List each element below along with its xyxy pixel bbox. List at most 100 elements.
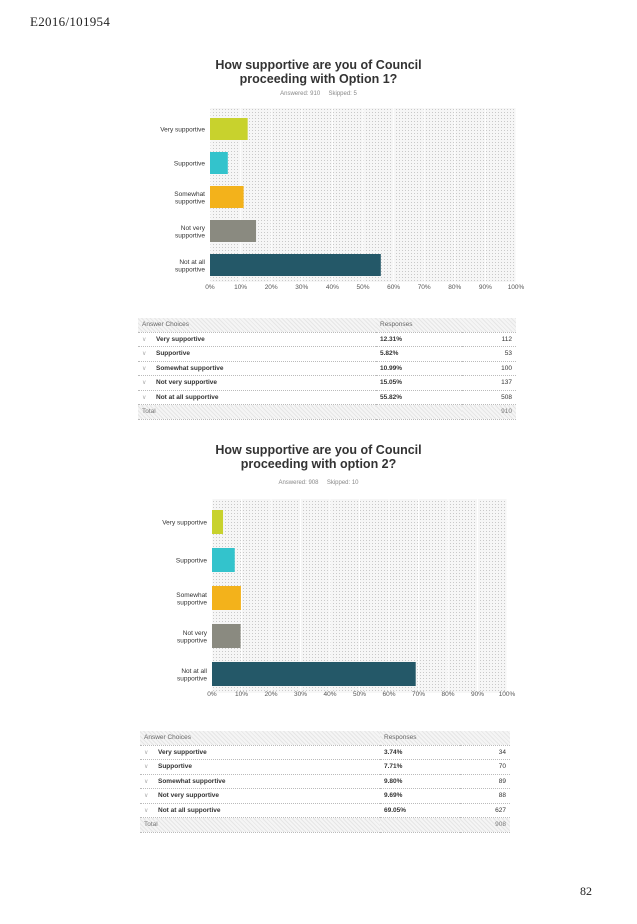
x-tick-label: 100%	[499, 691, 516, 698]
x-tick-label: 100%	[508, 284, 525, 291]
table-header-row: Answer Choices Responses	[138, 318, 516, 333]
document-reference: E2016/101954	[30, 14, 111, 29]
category-label: Not at all supportive	[177, 668, 208, 683]
table-row: ∨ Supportive 7.71% 70	[140, 759, 510, 775]
row-label: Not very supportive	[158, 792, 220, 800]
row-percent: 9.80%	[380, 774, 460, 789]
table-header-row: Answer Choices Responses	[140, 731, 510, 746]
x-tick-label: 80%	[441, 691, 454, 698]
row-label: Supportive	[158, 763, 192, 771]
question-1-title-line1: How supportive are you of Council	[215, 58, 422, 72]
x-tick-label: 20%	[265, 284, 278, 291]
table-row: ∨ Not at all supportive 69.05% 627	[140, 803, 510, 818]
row-count: 627	[459, 803, 510, 818]
col-responses: Responses	[380, 731, 510, 746]
bar	[210, 152, 228, 174]
chevron-down-icon[interactable]: ∨	[144, 764, 149, 771]
total-label: Total	[140, 817, 380, 833]
row-label: Not very supportive	[156, 379, 218, 387]
category-label: Not very supportive	[175, 225, 206, 240]
question-2-meta: Answered: 908 Skipped: 10	[0, 480, 637, 486]
row-percent: 12.31%	[376, 332, 462, 347]
x-tick-label: 60%	[387, 284, 400, 291]
bar	[212, 624, 241, 648]
chevron-down-icon[interactable]: ∨	[144, 778, 149, 785]
x-tick-label: 0%	[207, 691, 217, 698]
row-label: Somewhat supportive	[156, 364, 224, 372]
bar	[212, 510, 224, 534]
x-tick-label: 10%	[235, 691, 248, 698]
row-count: 112	[462, 332, 516, 347]
chevron-down-icon[interactable]: ∨	[142, 351, 147, 358]
category-label: Somewhat supportive	[174, 191, 205, 206]
category-label: Very supportive	[160, 127, 205, 134]
x-tick-label: 10%	[234, 284, 247, 291]
bar	[212, 548, 235, 572]
answered-count: Answered: 910	[280, 91, 321, 97]
responses-table-option-2: Answer Choices Responses ∨ Very supportiv…	[140, 731, 510, 833]
chevron-down-icon[interactable]: ∨	[144, 793, 149, 800]
table-row: ∨ Not very supportive 9.69% 88	[140, 788, 510, 804]
row-label: Somewhat supportive	[158, 777, 226, 785]
table-row: ∨ Somewhat supportive 9.80% 89	[140, 774, 510, 789]
row-count: 89	[459, 774, 510, 789]
table-row: ∨ Not very supportive 15.05% 137	[138, 375, 516, 391]
chevron-down-icon[interactable]: ∨	[142, 336, 147, 343]
bar-chart-option-1: 0% 10% 20% 30% 40% 50% 60% 70% 80% 90% 100% Very su…	[160, 108, 525, 291]
bar	[210, 220, 257, 242]
col-answer-choices: Answer Choices	[138, 318, 376, 333]
row-count: 53	[462, 346, 516, 362]
chevron-down-icon[interactable]: ∨	[142, 394, 147, 401]
category-label: Somewhat supportive	[176, 592, 207, 607]
bar	[212, 662, 416, 686]
x-tick-label: 30%	[294, 691, 307, 698]
row-count: 34	[459, 745, 510, 760]
category-label: Supportive	[174, 161, 205, 168]
total-value: 908	[459, 817, 510, 833]
responses-table-option-1: Answer Choices Responses ∨ Very supportiv…	[138, 318, 516, 420]
bar	[210, 118, 248, 140]
x-tick-label: 80%	[448, 284, 461, 291]
x-tick-label: 60%	[382, 691, 395, 698]
chevron-down-icon[interactable]: ∨	[144, 807, 149, 814]
row-label: Not at all supportive	[158, 806, 221, 814]
chevron-down-icon[interactable]: ∨	[142, 380, 147, 387]
x-tick-label: 50%	[353, 691, 366, 698]
row-percent: 9.69%	[380, 788, 460, 804]
x-tick-label: 90%	[479, 284, 492, 291]
row-percent: 69.05%	[380, 803, 460, 818]
row-label: Very supportive	[158, 748, 207, 756]
row-percent: 5.82%	[376, 346, 462, 362]
question-2-title-line2: proceeding with option 2?	[240, 457, 397, 471]
row-count: 88	[459, 788, 510, 804]
table-row: ∨ Not at all supportive 55.82% 508	[138, 390, 516, 405]
x-tick-label: 40%	[323, 691, 336, 698]
question-1-title-line2: proceeding with Option 1?	[239, 72, 398, 86]
chevron-down-icon[interactable]: ∨	[142, 365, 147, 372]
category-label: Not very supportive	[177, 630, 208, 645]
row-label: Not at all supportive	[156, 393, 219, 401]
row-count: 508	[462, 390, 516, 405]
skipped-count: Skipped: 10	[326, 480, 359, 486]
x-tick-label: 70%	[418, 284, 431, 291]
page-number: 82	[580, 884, 592, 898]
x-tick-label: 20%	[264, 691, 277, 698]
x-tick-label: 0%	[205, 284, 215, 291]
category-label: Very supportive	[162, 520, 207, 527]
x-tick-label: 70%	[412, 691, 425, 698]
bar	[212, 586, 241, 610]
row-label: Very supportive	[156, 335, 205, 343]
row-count: 100	[462, 361, 516, 376]
row-percent: 3.74%	[380, 745, 460, 760]
question-1-meta: Answered: 910 Skipped: 5	[0, 91, 637, 97]
answered-count: Answered: 908	[278, 480, 319, 486]
col-answer-choices: Answer Choices	[140, 731, 380, 746]
x-tick-label: 40%	[326, 284, 339, 291]
x-tick-label: 90%	[471, 691, 484, 698]
chevron-down-icon[interactable]: ∨	[144, 749, 149, 756]
row-count: 137	[462, 375, 516, 391]
table-total-row: Total 910	[138, 404, 516, 420]
table-total-row: Total 908	[140, 817, 510, 833]
row-percent: 10.99%	[376, 361, 462, 376]
row-count: 70	[459, 759, 510, 775]
